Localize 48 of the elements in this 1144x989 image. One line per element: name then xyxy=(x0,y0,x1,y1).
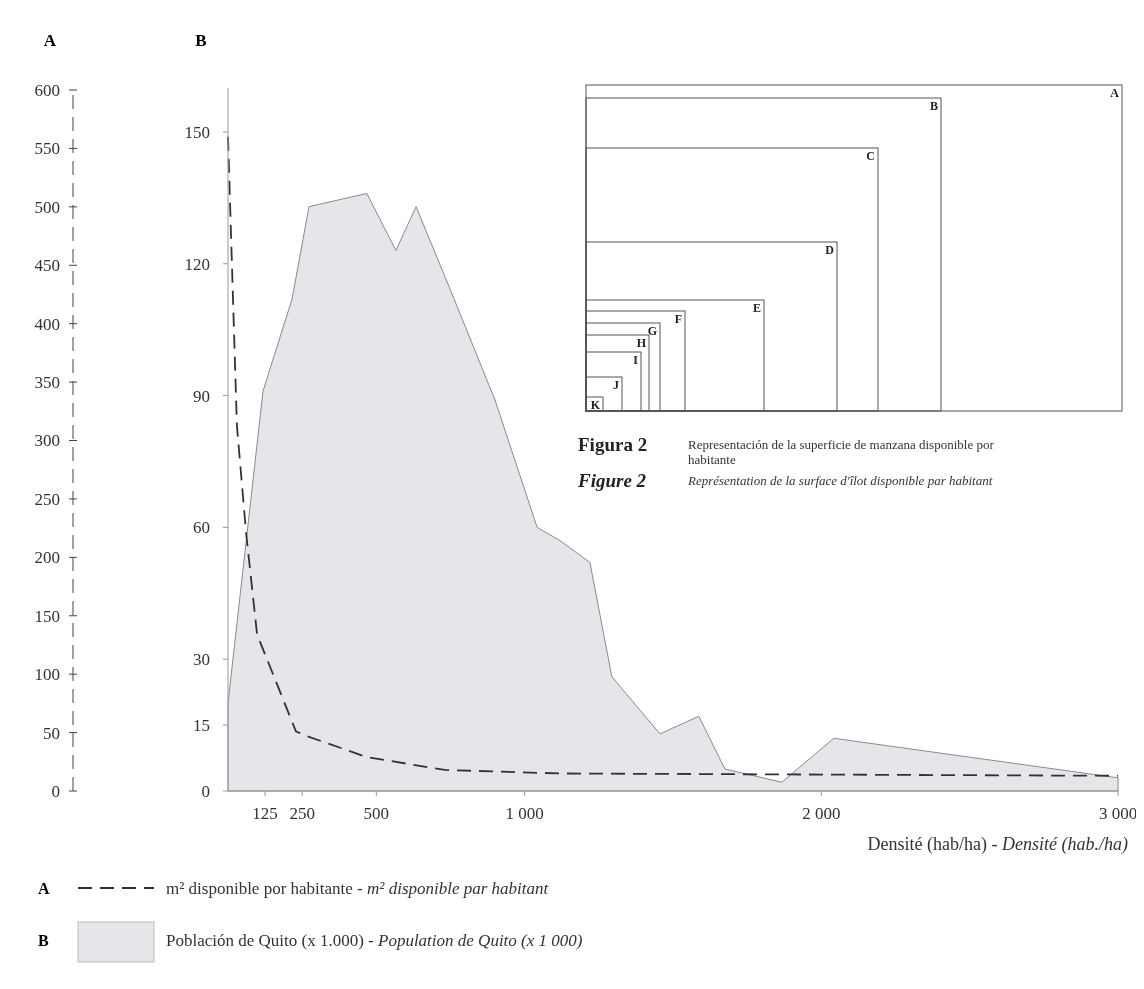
x-tick-label: 2 000 xyxy=(802,804,841,823)
legend-label: Población de Quito (x 1.000) - Population de Quito (x 1 000) xyxy=(166,931,583,950)
legend-label: m² disponible por habitante - m² disponible par habitant xyxy=(166,879,550,898)
y-tick-label: 250 xyxy=(34,489,60,509)
text: A xyxy=(38,880,50,897)
annotation: F xyxy=(674,312,682,326)
annotation: E xyxy=(752,301,761,315)
y-tick-label: 50 xyxy=(43,723,60,743)
annotation: D xyxy=(825,243,835,257)
y2-tick-label: 30 xyxy=(193,650,210,670)
y2-tick-label: 15 xyxy=(193,716,210,736)
x-tick-label: 1 000 xyxy=(505,804,544,823)
x-axis-title: Densité (hab/ha) - Densité (hab./ha) xyxy=(867,834,1128,855)
x-tick-label: 3 000 xyxy=(1098,804,1138,823)
annotation: C xyxy=(866,149,875,163)
y-tick-label: 550 xyxy=(34,139,60,159)
y-tick-label: 600 xyxy=(34,80,60,100)
annotation: Représentation de la surface d'îlot disponible par habitant xyxy=(687,473,993,488)
y-tick-label: 300 xyxy=(34,431,60,451)
y-tick-label: 450 xyxy=(34,256,60,276)
annotation: Figura 2 xyxy=(578,434,648,455)
y2-tick-label: 90 xyxy=(193,386,210,406)
y-tick-label: 350 xyxy=(34,373,60,393)
annotation: I xyxy=(633,353,639,367)
annotation: A xyxy=(1110,86,1120,100)
y-tick-label: 200 xyxy=(34,548,60,568)
y2-tick-label: 150 xyxy=(184,122,210,142)
y2-tick-label: 120 xyxy=(184,254,210,274)
text: B xyxy=(38,932,49,949)
annotation: J xyxy=(613,378,619,392)
annotation: B xyxy=(929,99,938,113)
y2-axis-title: B xyxy=(195,31,207,50)
annotation: Representación de la superficie de manzana disponible por habitante xyxy=(688,437,995,467)
y-tick-label: 150 xyxy=(34,606,60,626)
y-axis-title: A xyxy=(43,31,57,50)
y2-tick-label: 0 xyxy=(201,781,210,801)
annotation: H xyxy=(636,336,647,350)
y2-tick-label: 60 xyxy=(193,518,210,538)
annotation: K xyxy=(590,398,601,412)
x-tick-label: 250 xyxy=(289,804,315,823)
y-tick-label: 100 xyxy=(34,665,60,685)
x-tick-label: 500 xyxy=(363,804,390,823)
annotation: G xyxy=(647,324,657,338)
annotation: Figure 2 xyxy=(577,470,647,491)
y-tick-label: 500 xyxy=(34,197,60,217)
x-tick-label: 125 xyxy=(252,804,278,823)
y-tick-label: 400 xyxy=(34,314,60,334)
y-tick-label: 0 xyxy=(51,781,60,801)
